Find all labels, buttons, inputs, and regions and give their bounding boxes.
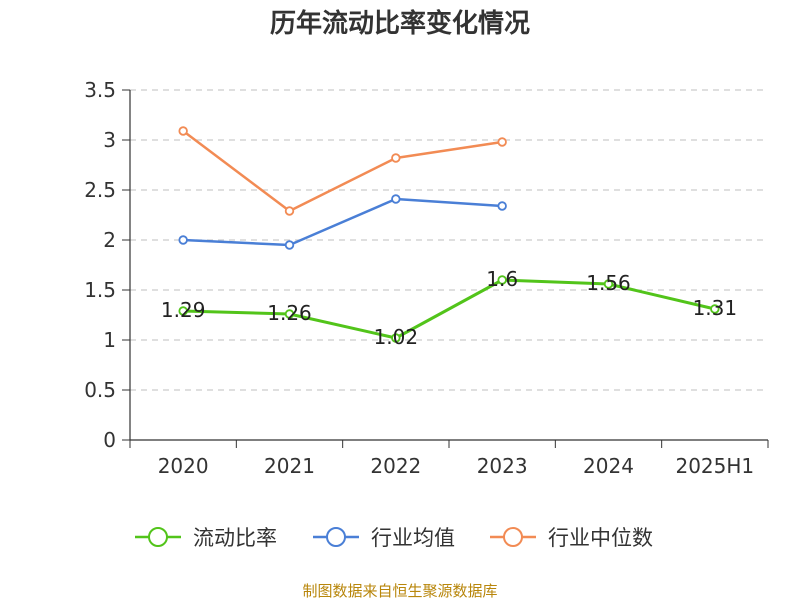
legend-label: 流动比率: [193, 526, 277, 550]
series-1-point[interactable]: [391, 194, 401, 204]
series-0-point[interactable]: [710, 304, 720, 314]
x-tick-label: 2020: [158, 454, 209, 478]
series-0-data-label: 1.26: [267, 301, 312, 325]
source-note: 制图数据来自恒生聚源数据库: [302, 582, 497, 600]
axes: 0 0.5 1 1.5 2 2.5 3 3.5 2020 2021 2022 2023 2024 2025…: [84, 78, 769, 478]
x-tick-label: 2023: [477, 454, 528, 478]
series-0-line: [183, 278, 716, 340]
y-tick-label: 1: [103, 328, 116, 352]
legend-circle-icon: [503, 527, 523, 547]
legend-circle-icon: [148, 527, 168, 547]
series-1-point[interactable]: [284, 240, 295, 250]
x-tick-label: 2022: [370, 454, 421, 478]
series-2-line: [182, 130, 503, 213]
x-tick-label: 2024: [583, 454, 634, 478]
y-tick-label: 2: [103, 228, 116, 252]
series-0-point[interactable]: [391, 333, 401, 343]
y-tick-label: 3.5: [84, 78, 116, 102]
series-0-point[interactable]: [497, 275, 507, 285]
legend-item-2[interactable]: 行业中位数: [490, 526, 653, 550]
series-0-point[interactable]: [603, 279, 614, 289]
series-0-data-label: 1.02: [374, 325, 419, 349]
y-tick-label: 0: [103, 428, 116, 452]
series-2-point[interactable]: [178, 126, 188, 136]
legend-item-1[interactable]: 行业均值: [313, 526, 455, 550]
legend-label: 行业中位数: [548, 526, 653, 550]
y-tick-label: 1.5: [84, 278, 116, 302]
series-0-data-label: 1.56: [586, 271, 631, 295]
series-1-point[interactable]: [178, 235, 188, 245]
x-tick-label: 2025H1: [675, 454, 754, 478]
series-0-point[interactable]: [178, 306, 188, 316]
series-1-line: [183, 197, 503, 247]
legend-circle-icon: [326, 527, 346, 547]
series-0-data-label: 1.31: [693, 296, 738, 320]
x-tick-label: 2021: [264, 454, 315, 478]
series-0-point[interactable]: [284, 309, 295, 319]
series-2-point[interactable]: [497, 137, 507, 147]
chart-title: 历年流动比率变化情况: [270, 8, 530, 39]
y-tick-label: 3: [103, 128, 116, 152]
series-0-data-label: 1.29: [161, 298, 206, 322]
series-0-data-label: 1.6: [486, 267, 518, 291]
series-1-point[interactable]: [497, 201, 507, 211]
series-layer: [178, 126, 720, 343]
data-labels: 1.29 1.26 1.02 1.6 1.56 1.31: [161, 267, 737, 349]
y-tick-label: 0.5: [84, 378, 116, 402]
grid: [130, 89, 768, 391]
legend[interactable]: 流动比率 行业均值 行业中位数: [135, 526, 653, 550]
series-2-point[interactable]: [284, 206, 295, 216]
legend-label: 行业均值: [371, 526, 455, 550]
y-tick-label: 2.5: [84, 178, 116, 202]
series-2-point[interactable]: [391, 153, 401, 163]
legend-item-0[interactable]: 流动比率: [135, 526, 277, 550]
